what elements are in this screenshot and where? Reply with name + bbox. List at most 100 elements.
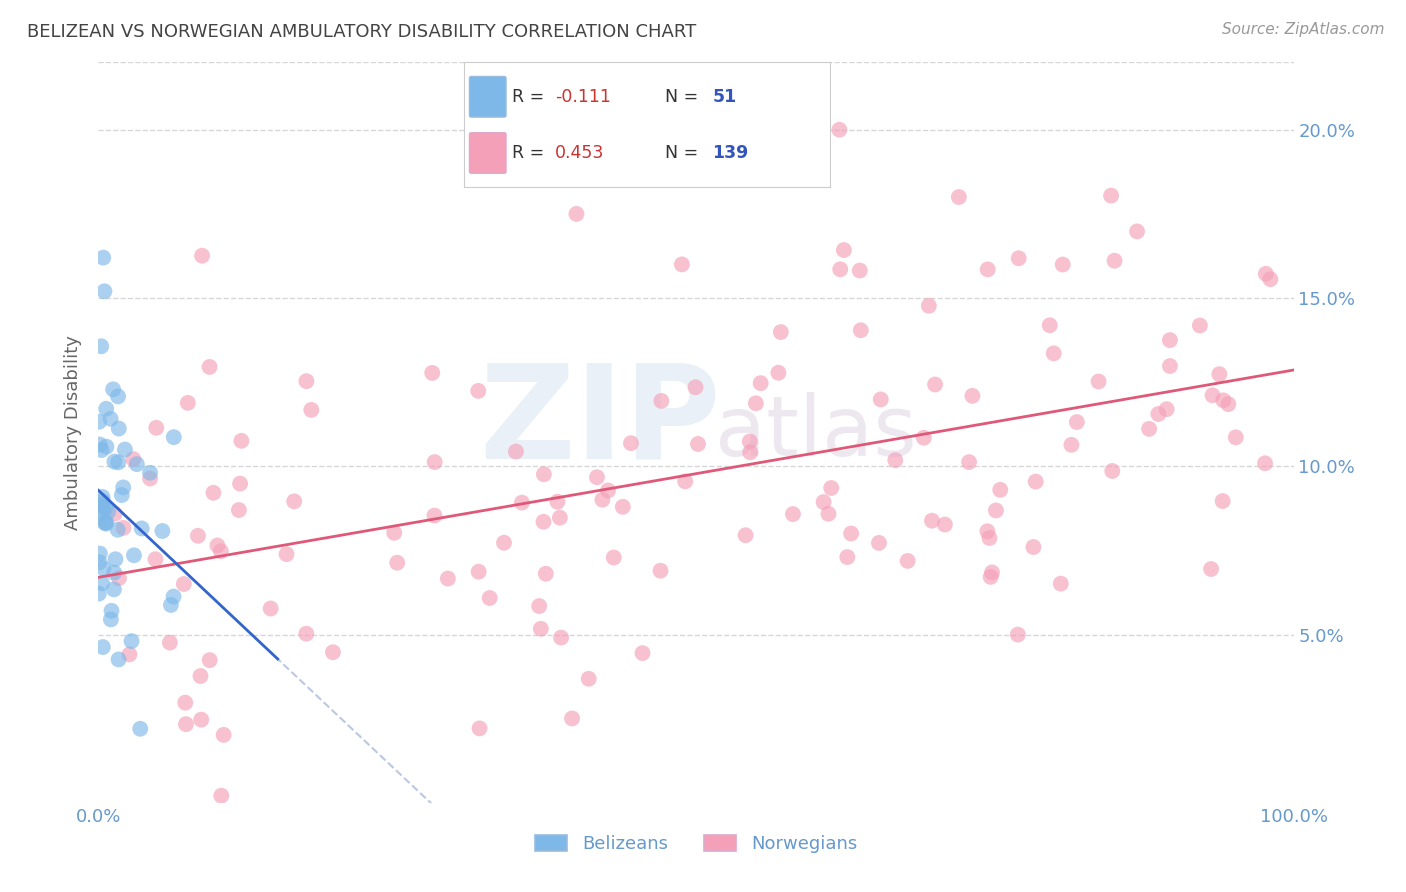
Point <box>918 299 941 313</box>
Point <box>988 483 1011 497</box>
Point <box>420 366 443 380</box>
Point <box>163 430 186 444</box>
Point <box>828 122 851 136</box>
Point <box>1159 359 1181 373</box>
Point <box>1008 252 1031 266</box>
Text: atlas: atlas <box>714 392 917 473</box>
Text: -0.111: -0.111 <box>555 87 612 106</box>
Point <box>817 507 839 521</box>
Point <box>1159 333 1181 347</box>
Point <box>769 325 792 339</box>
Point <box>159 635 181 649</box>
Point <box>103 566 125 580</box>
Point <box>768 366 790 380</box>
Point <box>104 507 127 521</box>
Point <box>976 524 998 539</box>
Point <box>738 434 761 449</box>
Point <box>382 525 405 540</box>
Point <box>478 591 501 605</box>
Point <box>1049 576 1071 591</box>
Point <box>96 440 118 454</box>
Point <box>89 555 111 569</box>
Point <box>962 389 984 403</box>
Point <box>295 626 318 640</box>
Point <box>96 516 118 530</box>
Point <box>884 453 907 467</box>
Point <box>650 564 672 578</box>
Point <box>820 481 842 495</box>
Point <box>198 359 221 374</box>
Point <box>749 376 772 391</box>
Point <box>231 434 253 448</box>
Point <box>1101 464 1123 478</box>
Point <box>550 631 572 645</box>
Point <box>103 454 125 468</box>
Point <box>1104 253 1126 268</box>
Point <box>813 495 835 509</box>
Point <box>671 257 693 271</box>
Point <box>91 504 114 518</box>
Point <box>740 445 762 459</box>
Point <box>162 590 184 604</box>
Point <box>100 604 122 618</box>
Text: Source: ZipAtlas.com: Source: ZipAtlas.com <box>1222 22 1385 37</box>
Point <box>673 475 696 489</box>
Text: BELIZEAN VS NORWEGIAN AMBULATORY DISABILITY CORRELATION CHART: BELIZEAN VS NORWEGIAN AMBULATORY DISABIL… <box>27 23 696 41</box>
Point <box>190 713 212 727</box>
Point <box>122 452 145 467</box>
Point <box>467 384 489 398</box>
Text: R =: R = <box>512 87 544 106</box>
Point <box>1188 318 1211 333</box>
Point <box>111 488 134 502</box>
Point <box>173 577 195 591</box>
Point <box>869 392 891 407</box>
Point <box>114 442 136 457</box>
Point <box>91 494 114 508</box>
Point <box>1039 318 1062 333</box>
Point <box>548 510 571 524</box>
Point <box>101 382 124 396</box>
Point <box>1099 188 1122 202</box>
Point <box>160 598 183 612</box>
Point <box>89 415 111 429</box>
Point <box>107 455 129 469</box>
Point <box>650 393 672 408</box>
Point <box>561 711 583 725</box>
Point <box>981 566 1004 580</box>
Point <box>122 549 145 563</box>
Point <box>295 374 318 388</box>
Point <box>93 285 115 299</box>
Point <box>94 516 117 530</box>
Point <box>131 521 153 535</box>
Point <box>533 515 555 529</box>
Point <box>107 389 129 403</box>
Point <box>108 571 131 585</box>
Point <box>174 696 197 710</box>
Point <box>1225 430 1247 444</box>
Point <box>1007 627 1029 641</box>
Point <box>89 437 111 451</box>
Point <box>533 467 555 482</box>
Point <box>190 669 212 683</box>
Point <box>1201 388 1223 402</box>
Point <box>90 339 112 353</box>
Point <box>957 455 980 469</box>
Point <box>612 500 634 514</box>
Point <box>505 444 527 458</box>
Point <box>830 262 852 277</box>
Point <box>921 514 943 528</box>
Point <box>934 517 956 532</box>
Point <box>1022 540 1045 554</box>
Point <box>100 612 122 626</box>
Point <box>578 672 600 686</box>
Point <box>145 552 167 566</box>
Point <box>1066 415 1088 429</box>
Point <box>260 601 283 615</box>
Point <box>745 396 768 410</box>
Point <box>1147 407 1170 421</box>
Point <box>976 262 998 277</box>
Point <box>385 556 408 570</box>
Point <box>283 494 305 508</box>
Point <box>849 263 872 277</box>
Point <box>150 524 173 538</box>
